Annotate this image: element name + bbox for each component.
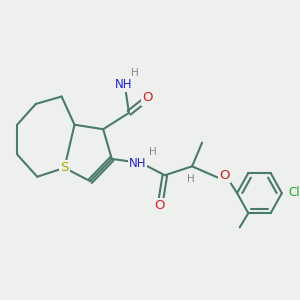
Text: O: O — [154, 199, 164, 212]
Text: NH: NH — [129, 157, 146, 170]
Text: O: O — [219, 169, 230, 182]
Text: H: H — [187, 174, 194, 184]
Text: O: O — [142, 92, 153, 104]
Text: NH: NH — [115, 78, 132, 91]
Text: H: H — [148, 147, 156, 157]
Text: H: H — [131, 68, 139, 78]
Text: S: S — [60, 161, 69, 174]
Text: Cl: Cl — [288, 186, 300, 199]
